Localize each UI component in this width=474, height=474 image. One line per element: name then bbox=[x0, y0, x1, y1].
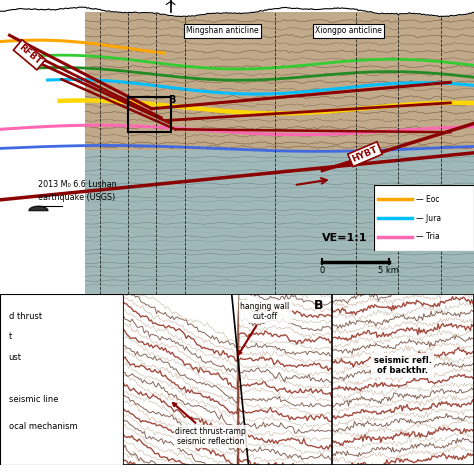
Bar bbox=[85, 12, 474, 153]
Text: Xiongpo anticline: Xiongpo anticline bbox=[315, 27, 382, 36]
Bar bbox=[85, 150, 474, 294]
Text: — Jura: — Jura bbox=[416, 214, 441, 222]
Bar bbox=[128, 97, 171, 132]
Text: t: t bbox=[9, 332, 12, 341]
Text: 2013 M₀ 6.6 Lushan
earthquake (USGS): 2013 M₀ 6.6 Lushan earthquake (USGS) bbox=[38, 180, 117, 202]
Text: seismic line: seismic line bbox=[9, 395, 58, 404]
Text: hanging wall
cut-off: hanging wall cut-off bbox=[238, 302, 290, 355]
Text: ust: ust bbox=[9, 353, 22, 362]
Text: d thrust: d thrust bbox=[9, 311, 42, 320]
Text: B: B bbox=[314, 299, 323, 312]
Text: Mingshan anticline: Mingshan anticline bbox=[186, 27, 259, 36]
Text: ocal mechanism: ocal mechanism bbox=[9, 422, 77, 431]
Text: RFBT: RFBT bbox=[17, 43, 42, 67]
Text: HYBT: HYBT bbox=[351, 145, 379, 164]
Text: B: B bbox=[168, 95, 176, 105]
Text: seismic refl.
of backthr.: seismic refl. of backthr. bbox=[374, 356, 432, 375]
Text: 5 km: 5 km bbox=[378, 266, 399, 275]
Text: — Tria: — Tria bbox=[416, 232, 440, 241]
Text: — Eoc: — Eoc bbox=[416, 195, 440, 204]
Text: 0: 0 bbox=[319, 266, 325, 275]
Text: VE=1:1: VE=1:1 bbox=[322, 233, 368, 243]
Text: direct thrust-ramp
seismic reflection: direct thrust-ramp seismic reflection bbox=[173, 403, 246, 446]
